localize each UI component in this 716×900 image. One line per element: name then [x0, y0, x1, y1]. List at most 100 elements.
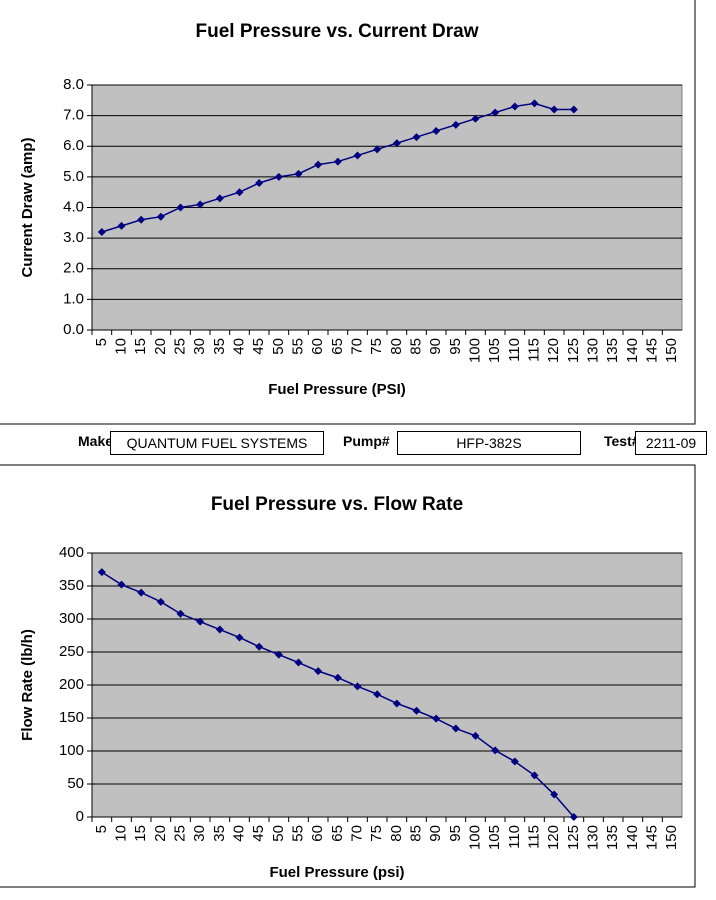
data-point	[333, 673, 342, 682]
x-tick-label: 60	[309, 825, 326, 842]
x-tick-label: 130	[584, 825, 601, 850]
data-point	[451, 120, 460, 129]
chart-frame	[0, 0, 696, 425]
x-tick-label: 50	[270, 825, 287, 842]
y-tick-label: 400	[59, 544, 84, 561]
x-tick-label: 80	[388, 825, 405, 842]
chart-title: Fuel Pressure vs. Current Draw	[196, 21, 479, 42]
data-point	[373, 145, 382, 154]
data-point	[156, 212, 165, 221]
x-tick-label: 105	[486, 338, 503, 363]
x-tick-label: 35	[211, 825, 228, 842]
x-tick-label: 5	[93, 338, 110, 346]
x-tick-label: 55	[289, 338, 306, 355]
x-tick-label: 100	[466, 338, 483, 363]
x-tick-label: 25	[171, 825, 188, 842]
x-tick-label: 65	[329, 825, 346, 842]
pump-label: Pump#	[343, 433, 390, 449]
x-tick-label: 125	[565, 825, 582, 850]
test-label: Test#	[604, 433, 640, 449]
data-point	[491, 108, 500, 117]
y-tick-label: 200	[59, 676, 84, 693]
data-point	[196, 617, 205, 626]
x-tick-label: 75	[368, 825, 385, 842]
data-point	[255, 642, 264, 651]
data-point	[97, 228, 106, 236]
test-field: 2211-09	[635, 431, 707, 455]
x-tick-label: 5	[93, 825, 110, 833]
x-tick-label: 50	[270, 338, 287, 355]
x-tick-label: 95	[447, 338, 464, 355]
data-point	[530, 99, 539, 108]
x-tick-label: 150	[663, 338, 680, 363]
y-tick-label: 7.0	[63, 107, 84, 124]
y-axis-title: Flow Rate (lb/h)	[19, 629, 36, 741]
x-tick-label: 140	[624, 338, 641, 363]
x-axis-title: Fuel Pressure (psi)	[269, 864, 404, 881]
y-tick-label: 350	[59, 577, 84, 594]
x-tick-label: 20	[152, 338, 169, 355]
data-point	[451, 724, 460, 733]
x-tick-label: 150	[663, 825, 680, 850]
x-tick-label: 90	[427, 338, 444, 355]
x-tick-label: 20	[152, 825, 169, 842]
data-point	[314, 667, 323, 676]
data-point	[294, 169, 303, 178]
x-tick-label: 45	[250, 825, 267, 842]
make-label: Make	[78, 433, 114, 449]
x-tick-label: 135	[604, 825, 621, 850]
data-point	[432, 714, 441, 723]
data-point	[569, 105, 578, 114]
data-point	[471, 731, 480, 740]
data-point	[274, 172, 283, 181]
x-tick-label: 105	[486, 825, 503, 850]
data-point	[510, 757, 519, 766]
y-tick-label: 3.0	[63, 229, 84, 246]
x-tick-label: 15	[132, 825, 149, 842]
x-tick-label: 145	[643, 825, 660, 850]
y-tick-label: 0.0	[63, 321, 84, 338]
data-point	[412, 706, 421, 715]
y-tick-label: 50	[67, 775, 84, 792]
x-tick-label: 30	[191, 825, 208, 842]
x-tick-label: 100	[466, 825, 483, 850]
x-tick-label: 10	[112, 825, 129, 842]
data-point	[353, 682, 362, 691]
data-point	[530, 771, 539, 780]
chart-title: Fuel Pressure vs. Flow Rate	[211, 494, 463, 515]
x-tick-label: 10	[112, 338, 129, 355]
x-tick-label: 75	[368, 338, 385, 355]
x-tick-label: 45	[250, 338, 267, 355]
x-tick-label: 15	[132, 338, 149, 355]
y-tick-label: 5.0	[63, 168, 84, 185]
x-axis-title: Fuel Pressure (PSI)	[268, 381, 406, 398]
data-point	[373, 690, 382, 699]
data-point	[97, 568, 106, 577]
data-point	[569, 813, 578, 821]
y-tick-label: 100	[59, 742, 84, 759]
data-point	[392, 699, 401, 708]
x-tick-label: 120	[545, 338, 562, 363]
x-tick-label: 55	[289, 825, 306, 842]
x-tick-label: 130	[584, 338, 601, 363]
data-point	[117, 580, 126, 589]
make-field: QUANTUM FUEL SYSTEMS	[110, 431, 324, 455]
x-tick-label: 30	[191, 338, 208, 355]
data-point	[294, 658, 303, 667]
pump-field: HFP-382S	[397, 431, 581, 455]
x-tick-label: 95	[447, 825, 464, 842]
x-tick-label: 145	[643, 338, 660, 363]
data-point	[353, 151, 362, 160]
x-tick-label: 85	[407, 825, 424, 842]
data-point	[314, 160, 323, 169]
x-tick-label: 115	[525, 825, 542, 849]
x-tick-label: 85	[407, 338, 424, 355]
x-tick-label: 140	[624, 825, 641, 850]
data-point	[215, 625, 224, 634]
data-point	[510, 102, 519, 111]
data-point	[274, 650, 283, 659]
y-tick-label: 150	[59, 709, 84, 726]
y-tick-label: 250	[59, 643, 84, 660]
